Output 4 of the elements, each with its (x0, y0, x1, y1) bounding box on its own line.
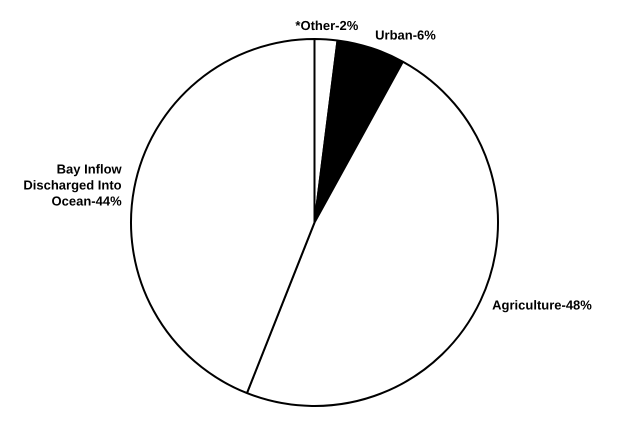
slice-label: Urban-6% (375, 27, 436, 42)
slice-label: Bay Inflow Discharged Into Ocean-44% (23, 161, 123, 208)
slice-label: Agriculture-48% (492, 298, 592, 313)
slice-label: *Other-2% (295, 18, 359, 34)
